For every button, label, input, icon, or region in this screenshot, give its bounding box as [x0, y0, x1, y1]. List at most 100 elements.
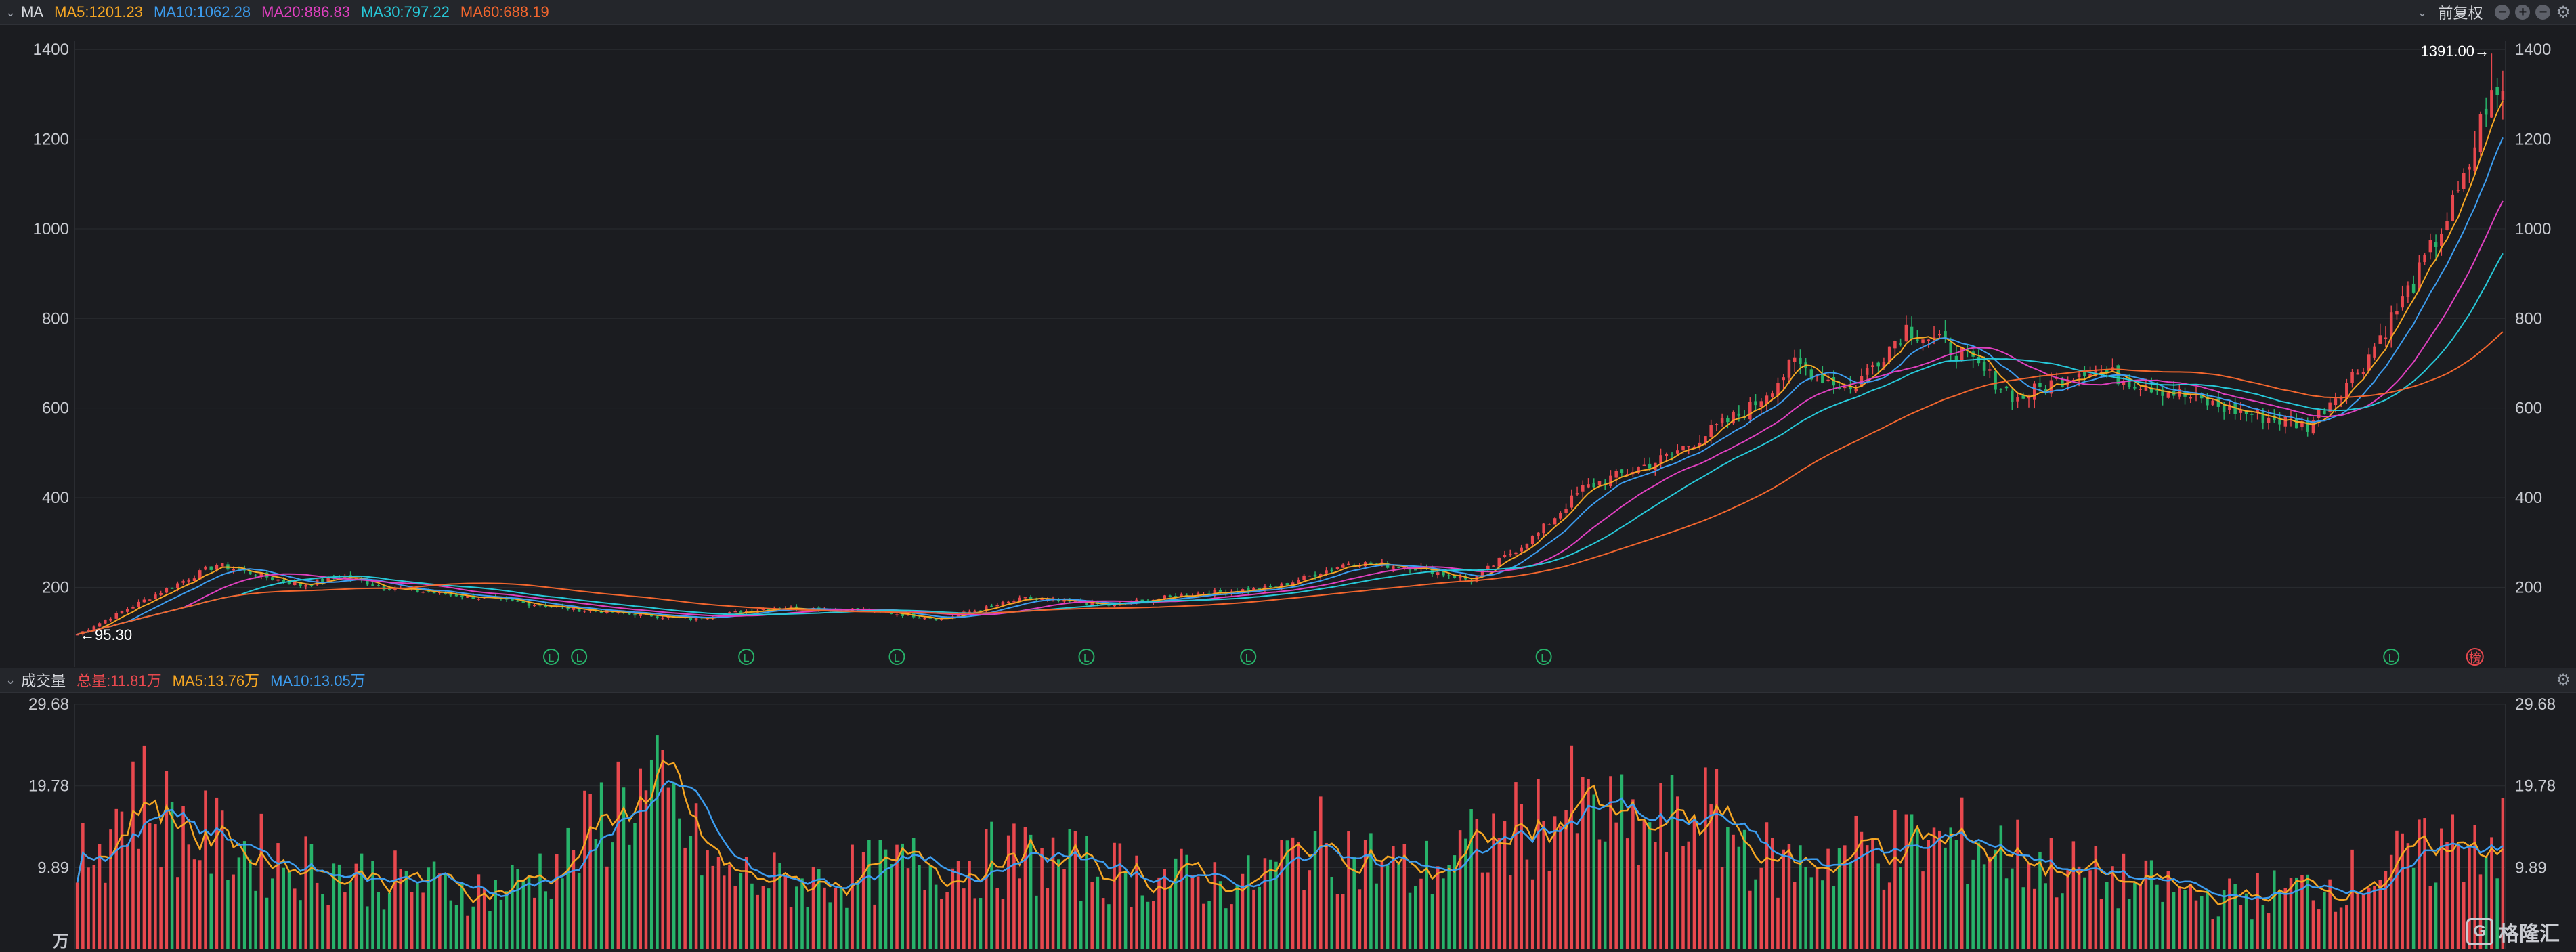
- adjust-mode-label[interactable]: 前复权: [2438, 5, 2483, 22]
- volume-bar: [460, 882, 464, 949]
- volume-chart[interactable]: 9.89 19.78 29.68 9.89 19.78 29.68 万: [0, 693, 2576, 952]
- candle-body: [1313, 574, 1317, 577]
- volume-bar: [588, 794, 592, 949]
- volume-bar: [867, 840, 871, 949]
- event-marker-icon[interactable]: [2383, 649, 2400, 665]
- volume-bar: [918, 865, 921, 949]
- candle-body: [321, 578, 324, 582]
- event-marker-icon[interactable]: [738, 649, 755, 665]
- volume-bar: [800, 878, 804, 949]
- volume-bar: [1665, 851, 1669, 949]
- candle-body: [215, 565, 219, 570]
- volume-bar: [1625, 838, 1629, 949]
- volume-bar: [343, 892, 347, 949]
- volume-bar: [1927, 840, 1931, 949]
- gear-icon[interactable]: ⚙: [2556, 3, 2571, 22]
- volume-indicator-label[interactable]: 成交量: [21, 672, 66, 689]
- candle-body: [1765, 395, 1769, 404]
- volume-bar: [1865, 845, 1869, 949]
- collapse-chevron-icon[interactable]: ⌄: [5, 5, 16, 19]
- volume-bar: [2373, 886, 2376, 949]
- volume-bar: [2216, 916, 2220, 949]
- event-marker-icon[interactable]: [543, 649, 560, 665]
- adjust-dropdown-chevron-icon[interactable]: ⌄: [2417, 5, 2428, 19]
- price-indicator-label[interactable]: MA: [21, 3, 44, 20]
- volume-bar: [2244, 893, 2248, 949]
- volume-bar: [1207, 901, 1211, 949]
- candle-body: [628, 613, 631, 615]
- volume-bar: [2317, 909, 2321, 949]
- candle-body: [2088, 373, 2092, 376]
- volume-bar: [2423, 818, 2426, 949]
- volume-bar: [2250, 919, 2254, 949]
- price-chart[interactable]: 200 400 600 800 1000 1200 1400 200 400 600 800 100…: [0, 26, 2576, 668]
- candle-body: [918, 617, 921, 619]
- volume-bar: [2261, 905, 2265, 949]
- volume-bar: [326, 905, 330, 949]
- candle-body: [761, 609, 765, 610]
- candle-body: [87, 630, 90, 632]
- price-tick-right: 1200: [2515, 131, 2551, 149]
- candle-body: [1609, 475, 1612, 486]
- volume-bar: [371, 861, 374, 949]
- volume-bar: [773, 852, 776, 949]
- ma5-line: [77, 100, 2504, 635]
- plus-icon[interactable]: +: [2515, 5, 2531, 20]
- candle-body: [2021, 395, 2025, 399]
- candle-body: [1826, 379, 1830, 381]
- ma30-legend: MA30:797.22: [360, 3, 450, 20]
- candle-body: [1977, 357, 1981, 364]
- volume-bar: [806, 906, 810, 949]
- volume-bar: [583, 790, 586, 949]
- remove-icon[interactable]: −: [2535, 5, 2551, 20]
- volume-bar: [1252, 889, 1255, 949]
- volume-bar: [2144, 860, 2148, 949]
- rank-marker-icon[interactable]: [2466, 648, 2484, 666]
- volume-bar: [1537, 779, 1540, 949]
- event-marker-icon[interactable]: [571, 649, 588, 665]
- candle-body: [2345, 383, 2348, 399]
- volume-bar: [594, 838, 598, 949]
- candle-body: [1665, 454, 1669, 456]
- volume-bar: [1068, 829, 1072, 949]
- volume-bar: [382, 909, 386, 949]
- volume-bar: [2172, 892, 2176, 949]
- volume-bar: [566, 827, 570, 949]
- volume-bar: [633, 823, 637, 949]
- volume-bar: [75, 882, 79, 949]
- volume-bar: [198, 860, 202, 949]
- candle-body: [1436, 572, 1440, 576]
- volume-bar: [2300, 875, 2304, 949]
- event-marker-icon[interactable]: [1535, 649, 1552, 665]
- minus-icon[interactable]: −: [2495, 5, 2510, 20]
- low-price-label: ←95.30: [80, 626, 132, 643]
- volume-bar: [2088, 870, 2092, 949]
- volume-bar: [387, 892, 391, 949]
- volume-collapse-chevron-icon[interactable]: ⌄: [5, 672, 16, 687]
- volume-bar: [2484, 857, 2488, 949]
- candle-body: [120, 611, 124, 613]
- candle-body: [1090, 601, 1094, 605]
- candle-body: [1073, 601, 1077, 603]
- volume-bar: [2044, 883, 2047, 949]
- volume-bar: [1999, 825, 2003, 949]
- candle-body: [1887, 346, 1891, 362]
- candle-body: [1770, 393, 1774, 397]
- event-marker-icon[interactable]: [888, 649, 905, 665]
- volume-bar: [2478, 874, 2483, 949]
- candle-body: [1809, 369, 1813, 380]
- candle-body: [326, 577, 330, 582]
- volume-bar: [499, 899, 503, 949]
- volume-bar: [2206, 890, 2209, 949]
- event-marker-letter: L: [1245, 653, 1251, 664]
- volume-gear-icon[interactable]: ⚙: [2556, 670, 2571, 689]
- event-marker-icon[interactable]: [1078, 649, 1095, 665]
- candle-body: [1268, 586, 1272, 588]
- volume-bar: [1637, 865, 1640, 949]
- volume-bar: [1174, 858, 1178, 949]
- event-marker-icon[interactable]: [1240, 649, 1257, 665]
- volume-bar: [432, 861, 436, 949]
- volume-bar: [1503, 821, 1507, 949]
- volume-bar: [694, 803, 698, 949]
- candle-body: [2423, 255, 2426, 263]
